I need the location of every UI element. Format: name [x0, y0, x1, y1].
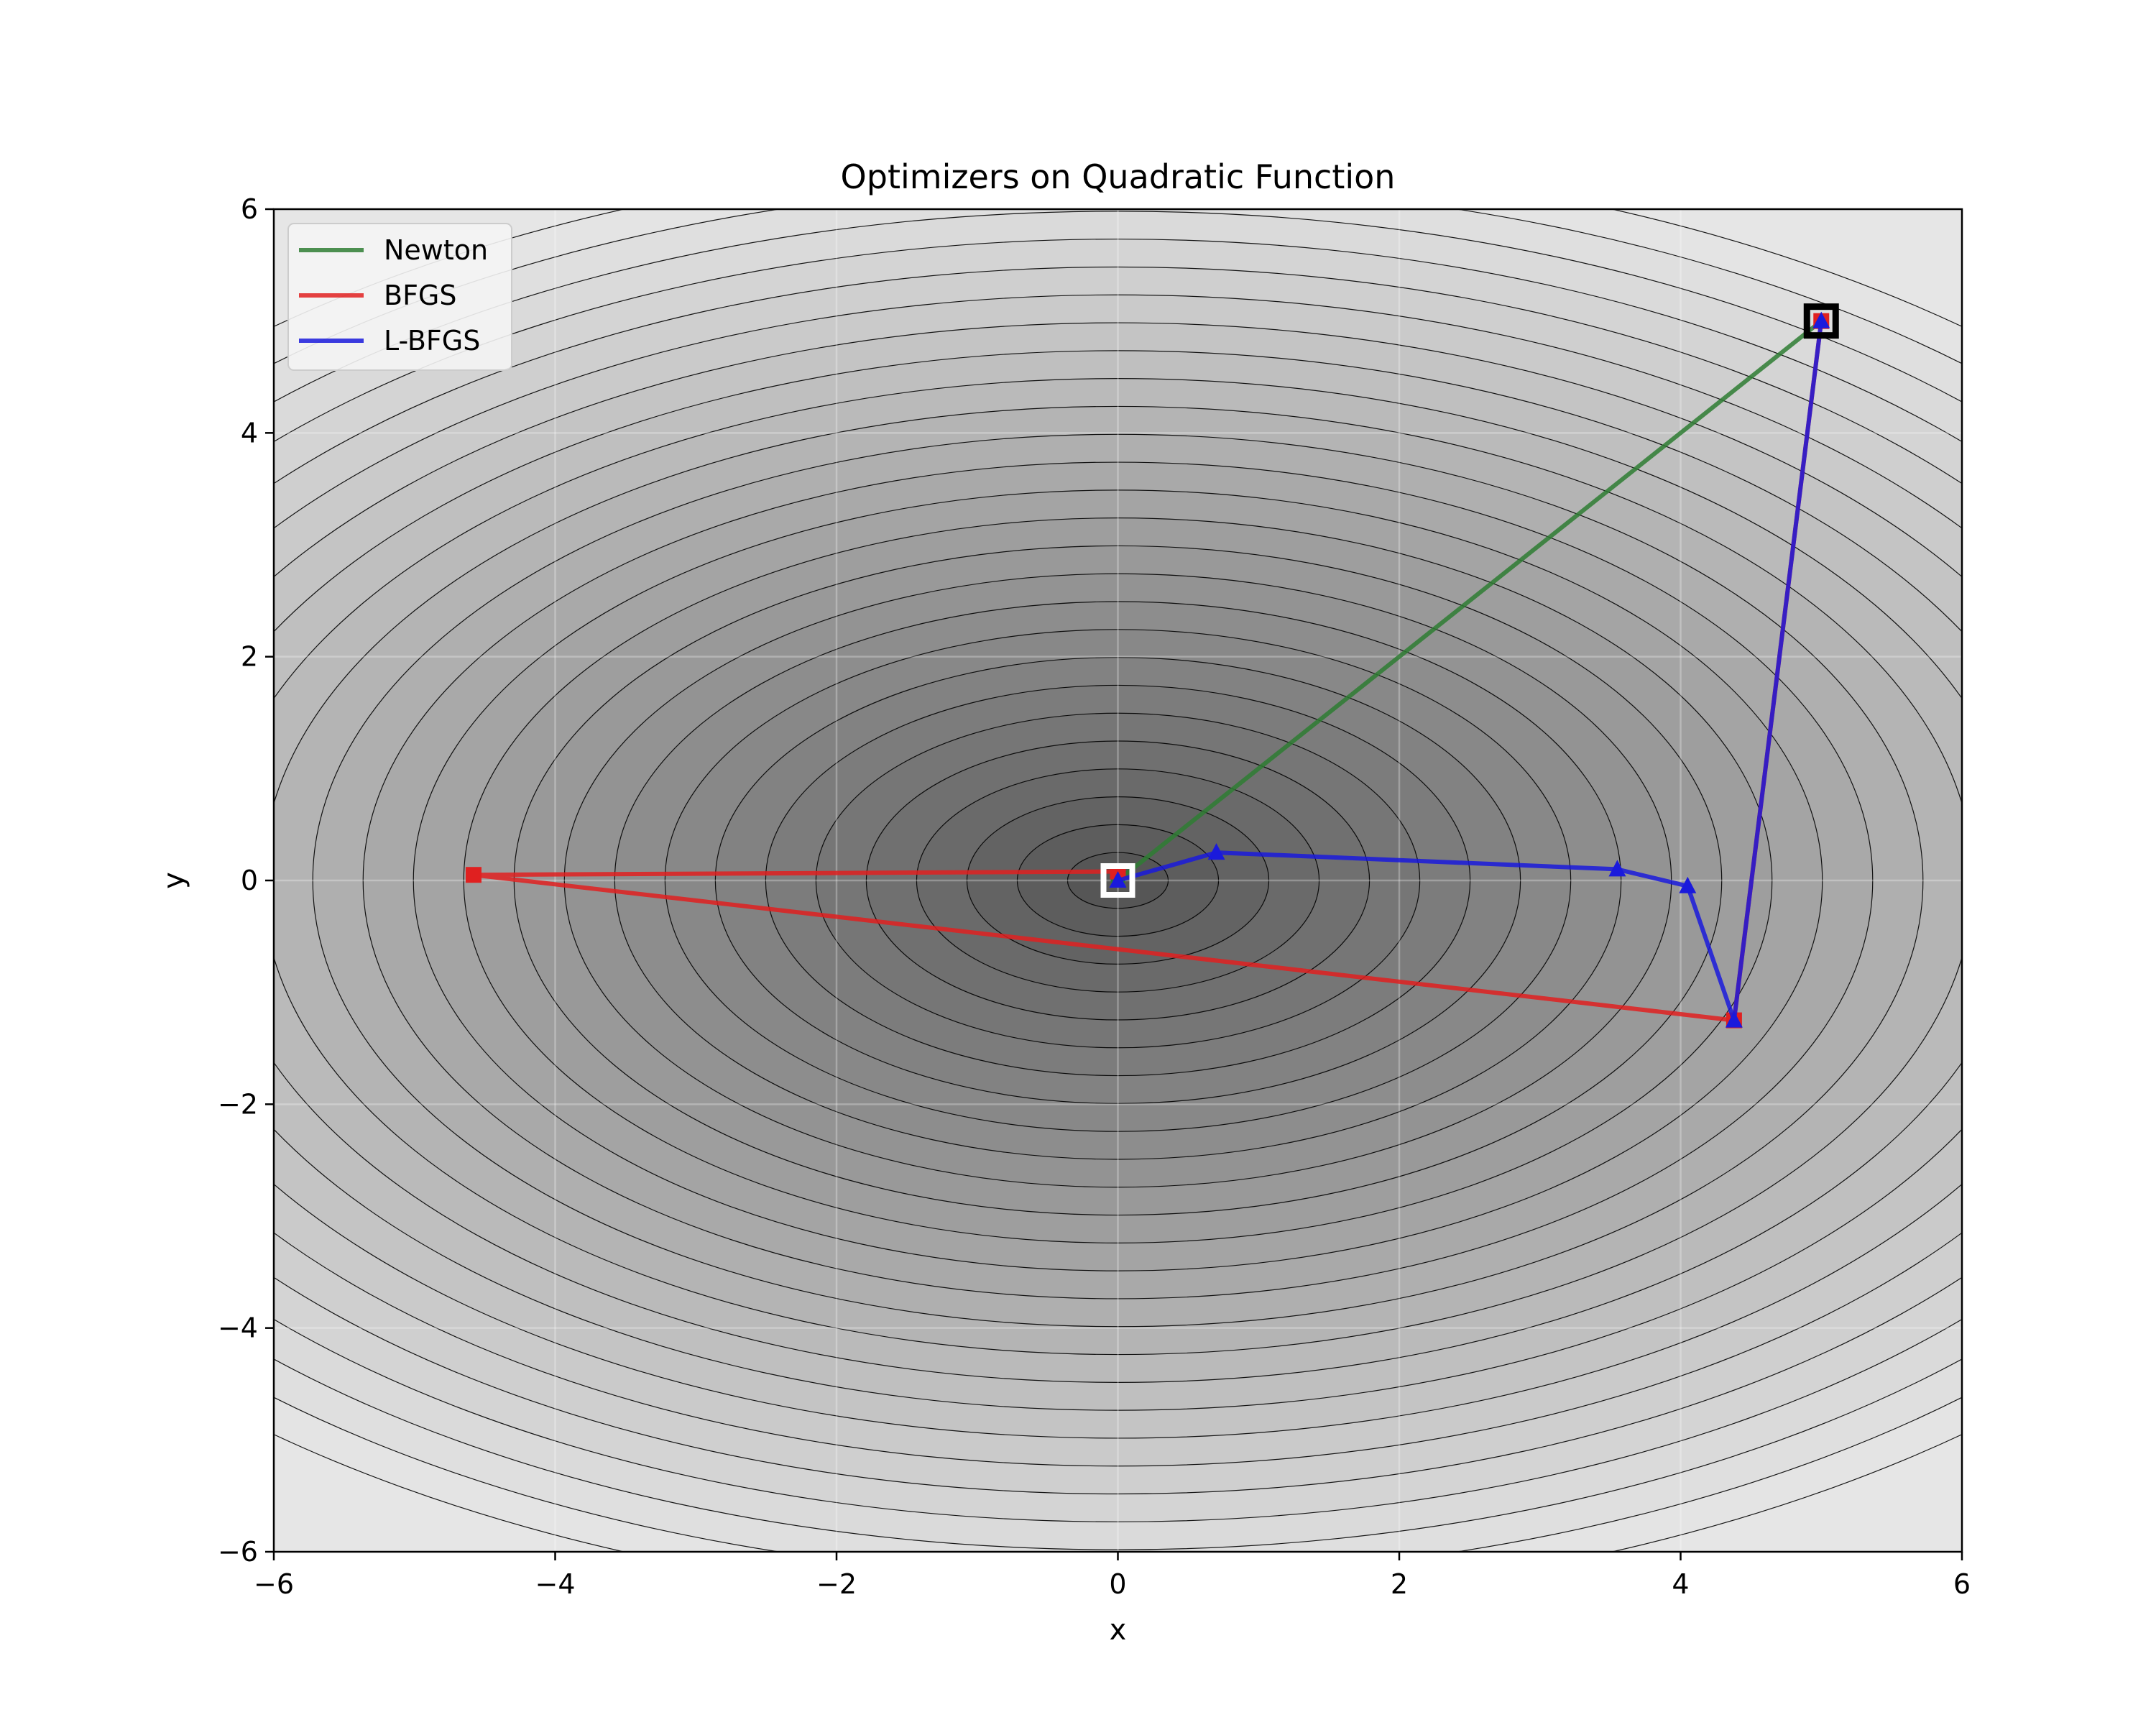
x-tick-label: 0	[1109, 1568, 1126, 1600]
y-axis-label: y	[157, 872, 190, 889]
x-tick-label: 2	[1391, 1568, 1408, 1600]
axis-ticks: −6 −4 −2 0 2 4 6 −6 −4 −2 0 2 4 6	[218, 193, 1971, 1600]
y-tick-label: −2	[218, 1088, 258, 1120]
x-tick-label: −6	[254, 1568, 294, 1600]
y-tick-label: −4	[218, 1312, 258, 1344]
x-axis-label: x	[1110, 1614, 1127, 1647]
legend-box	[287, 223, 512, 371]
legend-label-l-bfgs: L-BFGS	[384, 325, 480, 356]
series-point-l-bfgs	[1207, 843, 1225, 860]
x-tick-label: 6	[1953, 1568, 1971, 1600]
chart-title: Optimizers on Quadratic Function	[841, 157, 1396, 196]
series-point-l-bfgs	[1725, 1011, 1743, 1028]
y-tick-label: 2	[241, 641, 258, 673]
series-point-bfgs	[465, 867, 482, 883]
x-tick-label: 4	[1672, 1568, 1689, 1600]
x-tick-label: −2	[816, 1568, 857, 1600]
minimum-marker	[1100, 863, 1135, 898]
series-line-newton	[1116, 319, 1823, 883]
legend: Newton BFGS L-BFGS	[287, 223, 512, 371]
y-tick-label: 6	[241, 193, 258, 225]
series-line-l-bfgs	[1117, 321, 1824, 1023]
legend-label-bfgs: BFGS	[384, 280, 457, 311]
legend-label-newton: Newton	[384, 234, 488, 266]
series-layer	[465, 303, 1839, 1029]
series-point-l-bfgs	[1812, 311, 1830, 328]
series-point-l-bfgs	[1679, 876, 1697, 893]
series-point-l-bfgs	[1109, 871, 1127, 888]
x-tick-label: −4	[535, 1568, 575, 1600]
y-tick-label: −6	[218, 1536, 258, 1568]
start-marker	[1803, 303, 1839, 339]
series-point-l-bfgs	[1608, 860, 1626, 877]
y-tick-label: 0	[241, 865, 258, 896]
y-tick-label: 4	[241, 417, 258, 448]
